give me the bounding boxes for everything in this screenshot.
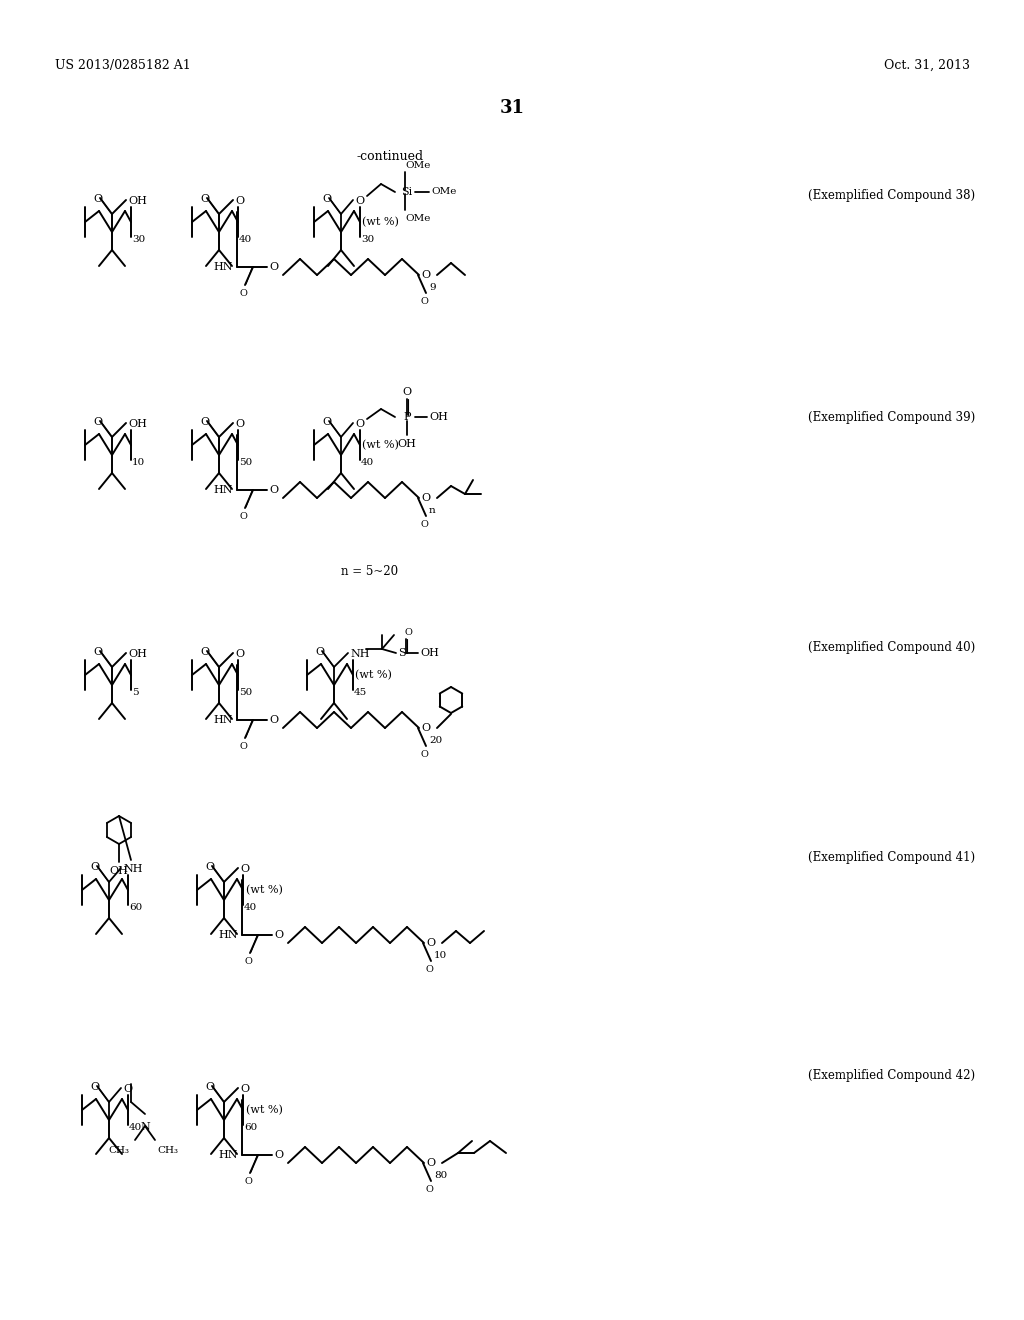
Text: (Exemplified Compound 42): (Exemplified Compound 42)	[808, 1068, 975, 1081]
Text: O: O	[93, 417, 102, 426]
Text: 40: 40	[129, 1123, 142, 1133]
Text: O: O	[402, 387, 412, 397]
Text: N: N	[140, 1122, 150, 1133]
Text: O: O	[90, 862, 99, 873]
Text: 9: 9	[429, 282, 435, 292]
Text: 80: 80	[434, 1171, 447, 1180]
Text: OH: OH	[397, 440, 417, 449]
Text: O: O	[201, 194, 210, 205]
Text: O: O	[420, 750, 428, 759]
Text: O: O	[426, 939, 435, 948]
Text: n = 5~20: n = 5~20	[341, 565, 398, 578]
Text: O: O	[426, 1158, 435, 1168]
Text: O: O	[274, 931, 283, 940]
Text: O: O	[323, 194, 332, 205]
Text: O: O	[269, 484, 279, 495]
Text: O: O	[421, 723, 430, 733]
Text: O: O	[315, 647, 325, 657]
Text: O: O	[421, 271, 430, 280]
Text: O: O	[123, 1084, 132, 1094]
Text: 45: 45	[354, 688, 368, 697]
Text: 40: 40	[239, 235, 252, 244]
Text: S: S	[398, 648, 406, 657]
Text: O: O	[421, 492, 430, 503]
Text: O: O	[90, 1082, 99, 1092]
Text: (Exemplified Compound 40): (Exemplified Compound 40)	[808, 642, 975, 655]
Text: n: n	[429, 506, 436, 515]
Text: O: O	[239, 289, 247, 298]
Text: 10: 10	[434, 950, 447, 960]
Text: O: O	[355, 195, 365, 206]
Text: O: O	[234, 418, 244, 429]
Text: O: O	[239, 742, 247, 751]
Text: 30: 30	[132, 235, 145, 244]
Text: O: O	[404, 628, 412, 638]
Text: O: O	[239, 512, 247, 521]
Text: O: O	[355, 418, 365, 429]
Text: O: O	[206, 1082, 215, 1092]
Text: OMe: OMe	[406, 214, 430, 223]
Text: OH: OH	[128, 418, 146, 429]
Text: OH: OH	[420, 648, 439, 657]
Text: O: O	[234, 195, 244, 206]
Text: (Exemplified Compound 39): (Exemplified Compound 39)	[808, 412, 975, 425]
Text: O: O	[425, 965, 433, 974]
Text: (wt %): (wt %)	[362, 216, 399, 227]
Text: 31: 31	[500, 99, 524, 117]
Text: 40: 40	[361, 458, 374, 467]
Text: OMe: OMe	[431, 187, 457, 197]
Text: 60: 60	[244, 1123, 257, 1133]
Text: O: O	[420, 297, 428, 306]
Text: O: O	[269, 261, 279, 272]
Text: (wt %): (wt %)	[246, 884, 283, 895]
Text: 50: 50	[239, 688, 252, 697]
Text: OH: OH	[128, 649, 146, 659]
Text: HN: HN	[213, 715, 233, 725]
Text: US 2013/0285182 A1: US 2013/0285182 A1	[55, 58, 190, 71]
Text: OMe: OMe	[406, 161, 430, 170]
Text: O: O	[274, 1150, 283, 1160]
Text: HN: HN	[213, 261, 233, 272]
Text: Si: Si	[401, 187, 413, 197]
Text: 40: 40	[244, 903, 257, 912]
Text: 10: 10	[132, 458, 145, 467]
Text: P: P	[403, 412, 411, 422]
Text: O: O	[234, 649, 244, 659]
Text: HN: HN	[218, 1150, 238, 1160]
Text: CH₃: CH₃	[108, 1146, 129, 1155]
Text: (Exemplified Compound 38): (Exemplified Compound 38)	[808, 189, 975, 202]
Text: (Exemplified Compound 41): (Exemplified Compound 41)	[808, 851, 975, 865]
Text: OH: OH	[128, 195, 146, 206]
Text: Oct. 31, 2013: Oct. 31, 2013	[884, 58, 970, 71]
Text: OH: OH	[429, 412, 447, 422]
Text: 5: 5	[132, 688, 138, 697]
Text: HN: HN	[218, 931, 238, 940]
Text: NH: NH	[350, 649, 370, 659]
Text: O: O	[201, 417, 210, 426]
Text: O: O	[420, 520, 428, 529]
Text: O: O	[269, 715, 279, 725]
Text: OH: OH	[110, 866, 128, 876]
Text: O: O	[93, 647, 102, 657]
Text: 50: 50	[239, 458, 252, 467]
Text: (wt %): (wt %)	[355, 669, 392, 680]
Text: 20: 20	[429, 737, 442, 744]
Text: O: O	[244, 1177, 252, 1185]
Text: CH₃: CH₃	[157, 1146, 178, 1155]
Text: O: O	[425, 1185, 433, 1195]
Text: O: O	[244, 957, 252, 966]
Text: (wt %): (wt %)	[246, 1105, 283, 1115]
Text: (wt %): (wt %)	[362, 440, 399, 450]
Text: 30: 30	[361, 235, 374, 244]
Text: O: O	[201, 647, 210, 657]
Text: 60: 60	[129, 903, 142, 912]
Text: O: O	[93, 194, 102, 205]
Text: O: O	[323, 417, 332, 426]
Text: HN: HN	[213, 484, 233, 495]
Text: O: O	[240, 865, 249, 874]
Text: -continued: -continued	[356, 150, 424, 164]
Text: O: O	[240, 1084, 249, 1094]
Text: O: O	[206, 862, 215, 873]
Text: NH: NH	[123, 865, 142, 874]
